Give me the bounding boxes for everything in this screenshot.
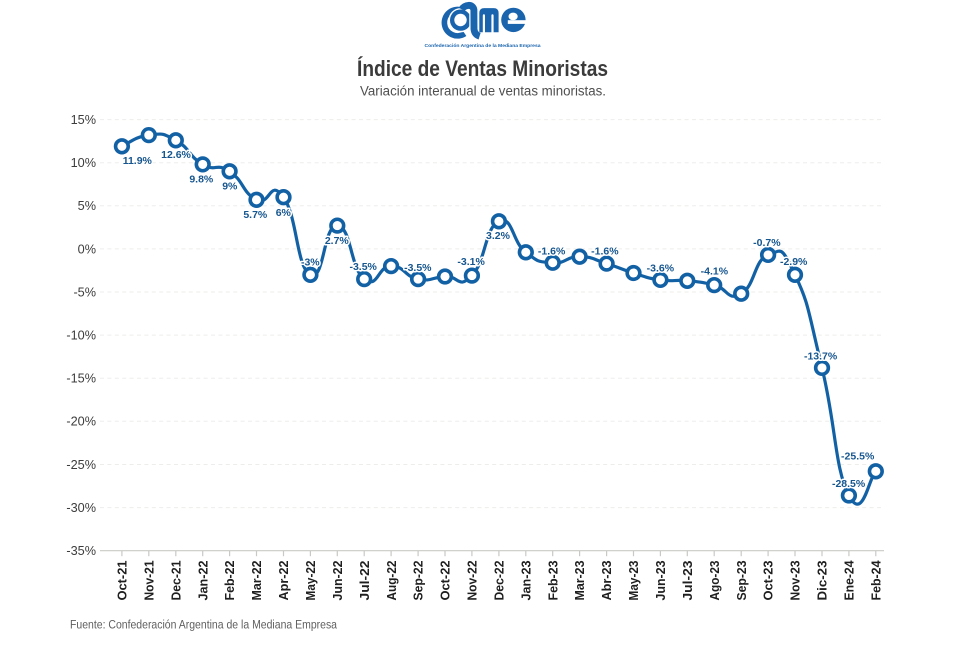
svg-text:5%: 5%: [78, 199, 96, 213]
svg-text:Dic-23: Dic-23: [816, 560, 830, 600]
svg-text:Mar-22: Mar-22: [250, 560, 264, 600]
svg-text:6%: 6%: [276, 207, 292, 219]
svg-text:-1.6%: -1.6%: [538, 246, 566, 258]
svg-text:Jan-22: Jan-22: [196, 560, 210, 600]
svg-text:-13.7%: -13.7%: [804, 350, 838, 362]
svg-text:Feb-23: Feb-23: [546, 560, 560, 600]
svg-text:10%: 10%: [71, 156, 96, 170]
svg-text:Jun-22: Jun-22: [331, 560, 345, 600]
svg-text:-0.7%: -0.7%: [753, 237, 781, 249]
svg-text:-3.6%: -3.6%: [647, 262, 675, 274]
svg-text:Ago-23: Ago-23: [708, 560, 722, 600]
svg-text:-25.5%: -25.5%: [841, 450, 875, 462]
svg-text:-3%: -3%: [301, 257, 320, 269]
svg-text:Fuente: Confederación Argentin: Fuente: Confederación Argentina de la Me…: [70, 618, 337, 632]
svg-text:Sep-22: Sep-22: [412, 560, 426, 600]
svg-text:Nov-22: Nov-22: [466, 560, 480, 600]
svg-text:-35%: -35%: [66, 544, 96, 558]
svg-text:3.2%: 3.2%: [486, 230, 511, 242]
svg-text:Variación interanual de ventas: Variación interanual de ventas minorista…: [360, 84, 606, 99]
svg-text:Jun-23: Jun-23: [654, 560, 668, 600]
svg-text:12.6%: 12.6%: [161, 149, 191, 161]
svg-text:Mar-23: Mar-23: [573, 560, 587, 600]
svg-text:Ene-24: Ene-24: [843, 560, 857, 600]
svg-text:11.9%: 11.9%: [123, 155, 153, 167]
svg-text:Dec-21: Dec-21: [169, 560, 183, 600]
svg-text:-4.1%: -4.1%: [701, 266, 729, 278]
svg-text:Abr-23: Abr-23: [600, 560, 614, 600]
svg-text:Jul-22: Jul-22: [358, 560, 372, 600]
svg-text:-15%: -15%: [66, 372, 96, 386]
svg-text:Jan-23: Jan-23: [519, 560, 533, 600]
svg-text:-3.5%: -3.5%: [349, 261, 377, 273]
svg-text:-5%: -5%: [73, 285, 96, 299]
svg-text:Apr-22: Apr-22: [277, 560, 291, 600]
svg-text:-20%: -20%: [66, 415, 96, 429]
svg-text:Aug-22: Aug-22: [385, 560, 399, 600]
svg-text:9%: 9%: [222, 181, 238, 193]
svg-text:Índice de Ventas Minoristas: Índice de Ventas Minoristas: [357, 56, 608, 81]
svg-text:Oct-21: Oct-21: [116, 560, 130, 600]
svg-text:-1.6%: -1.6%: [591, 246, 619, 258]
svg-text:Feb-24: Feb-24: [869, 560, 883, 600]
svg-text:Dec-22: Dec-22: [493, 560, 507, 600]
svg-text:-2.9%: -2.9%: [780, 256, 808, 268]
svg-text:Nov-23: Nov-23: [789, 560, 803, 600]
svg-text:Confederación Argentina de la: Confederación Argentina de la Mediana Em…: [425, 43, 542, 48]
svg-text:Oct-23: Oct-23: [762, 560, 776, 600]
svg-text:-28.5%: -28.5%: [832, 478, 866, 490]
svg-text:May-23: May-23: [627, 560, 641, 600]
svg-text:Feb-22: Feb-22: [223, 560, 237, 600]
svg-text:0%: 0%: [78, 242, 96, 256]
svg-text:9.8%: 9.8%: [189, 173, 214, 185]
svg-text:-10%: -10%: [66, 329, 96, 343]
svg-text:5.7%: 5.7%: [243, 209, 268, 221]
svg-text:May-22: May-22: [304, 560, 318, 600]
svg-text:Oct-22: Oct-22: [439, 560, 453, 600]
svg-text:-3.1%: -3.1%: [457, 256, 485, 268]
svg-text:2.7%: 2.7%: [325, 235, 350, 247]
svg-text:-30%: -30%: [66, 501, 96, 515]
svg-text:Sep-23: Sep-23: [735, 560, 749, 600]
svg-text:-3.5%: -3.5%: [404, 262, 432, 274]
svg-text:15%: 15%: [71, 113, 96, 127]
svg-text:Nov-21: Nov-21: [142, 560, 156, 600]
svg-text:-25%: -25%: [66, 458, 96, 472]
svg-text:Jul-23: Jul-23: [681, 560, 695, 600]
